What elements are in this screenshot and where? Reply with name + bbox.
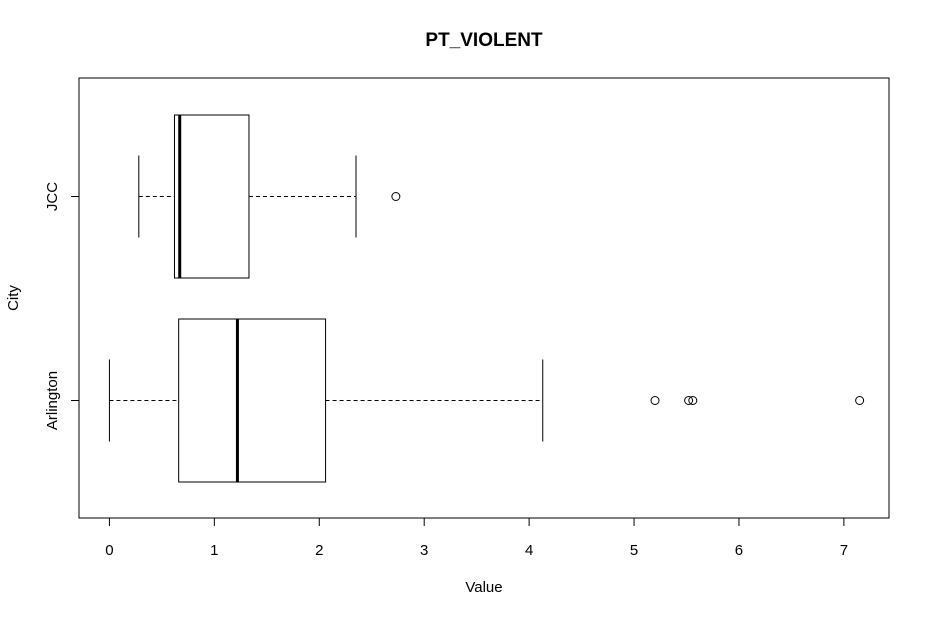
x-axis-label: Value [465,579,502,596]
y-axis-label: City [5,285,22,311]
x-tick-label: 1 [210,542,218,559]
boxes-group [108,114,865,483]
x-tick-label: 2 [315,542,323,559]
outlier-point [688,396,698,405]
box-jcc [138,114,401,279]
outlier-point [391,192,401,201]
y-tick-label: Arlington [44,371,61,430]
x-tick-label: 3 [420,542,428,559]
x-tick-label: 0 [105,542,113,559]
box-iqr [178,318,327,483]
outlier-point [855,396,865,405]
x-axis: 0 1 2 3 4 5 6 7 [105,517,848,559]
x-tick-label: 4 [525,542,533,559]
x-tick-label: 6 [735,542,743,559]
box-arlington [108,318,865,483]
y-tick-label: JCC [44,182,61,211]
chart-title: PT_VIOLENT [425,30,543,51]
x-tick-label: 7 [840,542,848,559]
box-iqr [173,114,250,279]
outlier-point [650,396,660,405]
y-axis: Arlington JCC [44,182,80,430]
x-tick-label: 5 [630,542,638,559]
outlier-point [684,396,694,405]
